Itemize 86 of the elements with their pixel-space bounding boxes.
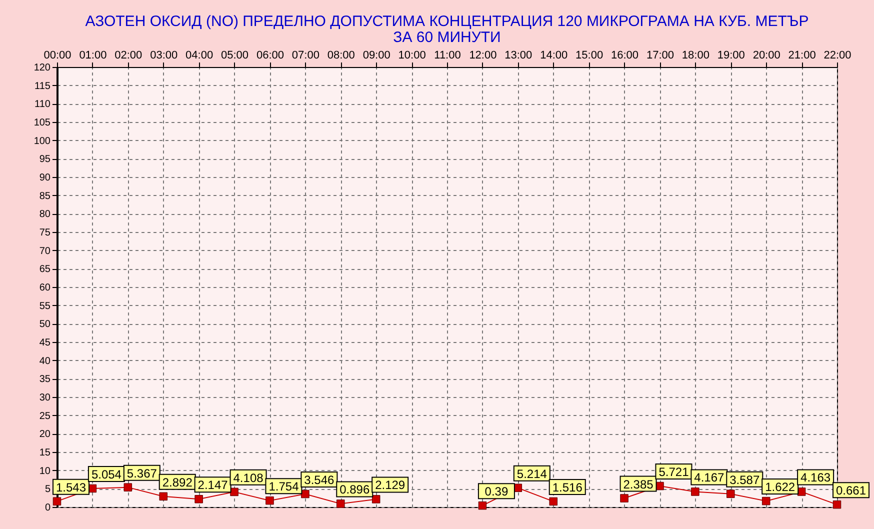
- x-tick-label: 15:00: [576, 50, 604, 62]
- y-tick-label: 45: [39, 338, 51, 348]
- x-tick-label: 05:00: [221, 50, 249, 62]
- chart-title: АЗОТЕН ОКСИД (NO) ПРЕДЕЛНО ДОПУСТИМА КОНЦЕНТРАЦИЯ 120 МИКРОГРАМА НА КУБ. МЕТЪР: [85, 13, 809, 30]
- y-tick-label: 60: [39, 282, 51, 294]
- point: [762, 496, 770, 506]
- y-tick-label: 70: [39, 246, 51, 257]
- data-label: 2.147: [198, 478, 228, 492]
- y-tick-label: 110: [34, 99, 51, 110]
- x-tick-label: 13:00: [504, 50, 532, 62]
- data-label: 2.129: [375, 478, 406, 492]
- point: [159, 492, 168, 501]
- y-tick-label: 35: [39, 374, 51, 386]
- y-tick-label: 85: [39, 190, 51, 202]
- y-tick-label: 100: [34, 136, 51, 147]
- x-tick-label: 00:00: [44, 50, 72, 62]
- point: [301, 490, 310, 498]
- data-label: 2.385: [623, 477, 654, 492]
- y-tick-label: 30: [39, 392, 51, 404]
- y-tick-label: 90: [39, 172, 51, 184]
- y-tick-label: 95: [39, 154, 51, 166]
- y-tick-label: 105: [34, 118, 51, 128]
- point: [726, 490, 735, 498]
- x-tick-label: 03:00: [150, 50, 178, 62]
- data-label: 5.214: [516, 466, 548, 481]
- x-tick-label: 06:00: [256, 50, 284, 62]
- x-tick-label: 21:00: [788, 50, 816, 62]
- data-label: 4.108: [233, 470, 264, 485]
- x-tick-label: 01:00: [79, 50, 107, 62]
- point: [832, 500, 842, 509]
- y-tick-label: 75: [39, 228, 51, 238]
- y-tick-label: 10: [39, 466, 51, 477]
- data-label: 5.054: [91, 467, 122, 482]
- x-tick-label: 04:00: [186, 50, 214, 62]
- x-tick-label: 20:00: [752, 50, 780, 62]
- point: [266, 496, 274, 505]
- y-tick-label: 55: [39, 300, 51, 312]
- data-label: 3.546: [304, 473, 335, 487]
- x-tick-label: 09:00: [362, 50, 390, 62]
- x-tick-label: 16:00: [611, 50, 639, 62]
- y-tick-label: 25: [39, 410, 51, 422]
- x-tick-label: 19:00: [717, 50, 745, 62]
- x-tick-label: 18:00: [682, 50, 710, 62]
- point: [620, 494, 628, 502]
- point: [52, 497, 62, 506]
- data-label: 5.367: [126, 466, 158, 480]
- data-label: 5.721: [658, 465, 690, 480]
- data-label: 1.516: [552, 480, 583, 494]
- y-tick-label: 115: [34, 80, 51, 92]
- point: [194, 495, 203, 504]
- data-label: 0.896: [340, 482, 370, 497]
- data-label: 2.892: [162, 475, 193, 490]
- y-tick-label: 65: [39, 264, 51, 276]
- data-label: 1.622: [765, 480, 796, 494]
- data-label: 1.754: [268, 480, 300, 494]
- y-tick-label: 15: [39, 448, 51, 458]
- point: [230, 488, 238, 496]
- x-tick-label: 11:00: [434, 50, 461, 62]
- data-label: 4.167: [694, 470, 725, 485]
- y-tick-label: 40: [39, 356, 51, 367]
- x-tick-label: 17:00: [646, 50, 674, 62]
- x-tick-label: 12:00: [469, 50, 497, 62]
- x-tick-label: 14:00: [540, 50, 568, 62]
- point: [478, 501, 487, 510]
- x-tick-label: 02:00: [114, 50, 142, 62]
- y-tick-label: 80: [39, 209, 51, 220]
- data-label: 0.661: [836, 484, 866, 498]
- y-tick-label: 5: [44, 484, 51, 496]
- x-tick-label: 22:00: [824, 50, 852, 62]
- chart-subtitle: ЗА 60 МИНУТИ: [393, 29, 501, 46]
- data-label: 3.587: [730, 472, 760, 487]
- x-tick-label: 10:00: [398, 50, 426, 62]
- data-label: 1.543: [56, 480, 86, 494]
- y-tick-label: 120: [34, 62, 51, 74]
- x-tick-label: 08:00: [327, 50, 355, 62]
- data-label: 0.39: [484, 484, 508, 499]
- data-label: 4.163: [800, 470, 831, 485]
- point: [372, 495, 380, 504]
- point: [124, 483, 132, 492]
- point: [549, 497, 558, 506]
- y-tick-label: 50: [39, 319, 51, 330]
- y-tick-label: 0: [44, 502, 51, 514]
- point: [691, 488, 700, 496]
- x-tick-label: 07:00: [292, 50, 320, 62]
- point: [336, 500, 345, 508]
- y-tick-label: 20: [39, 429, 51, 440]
